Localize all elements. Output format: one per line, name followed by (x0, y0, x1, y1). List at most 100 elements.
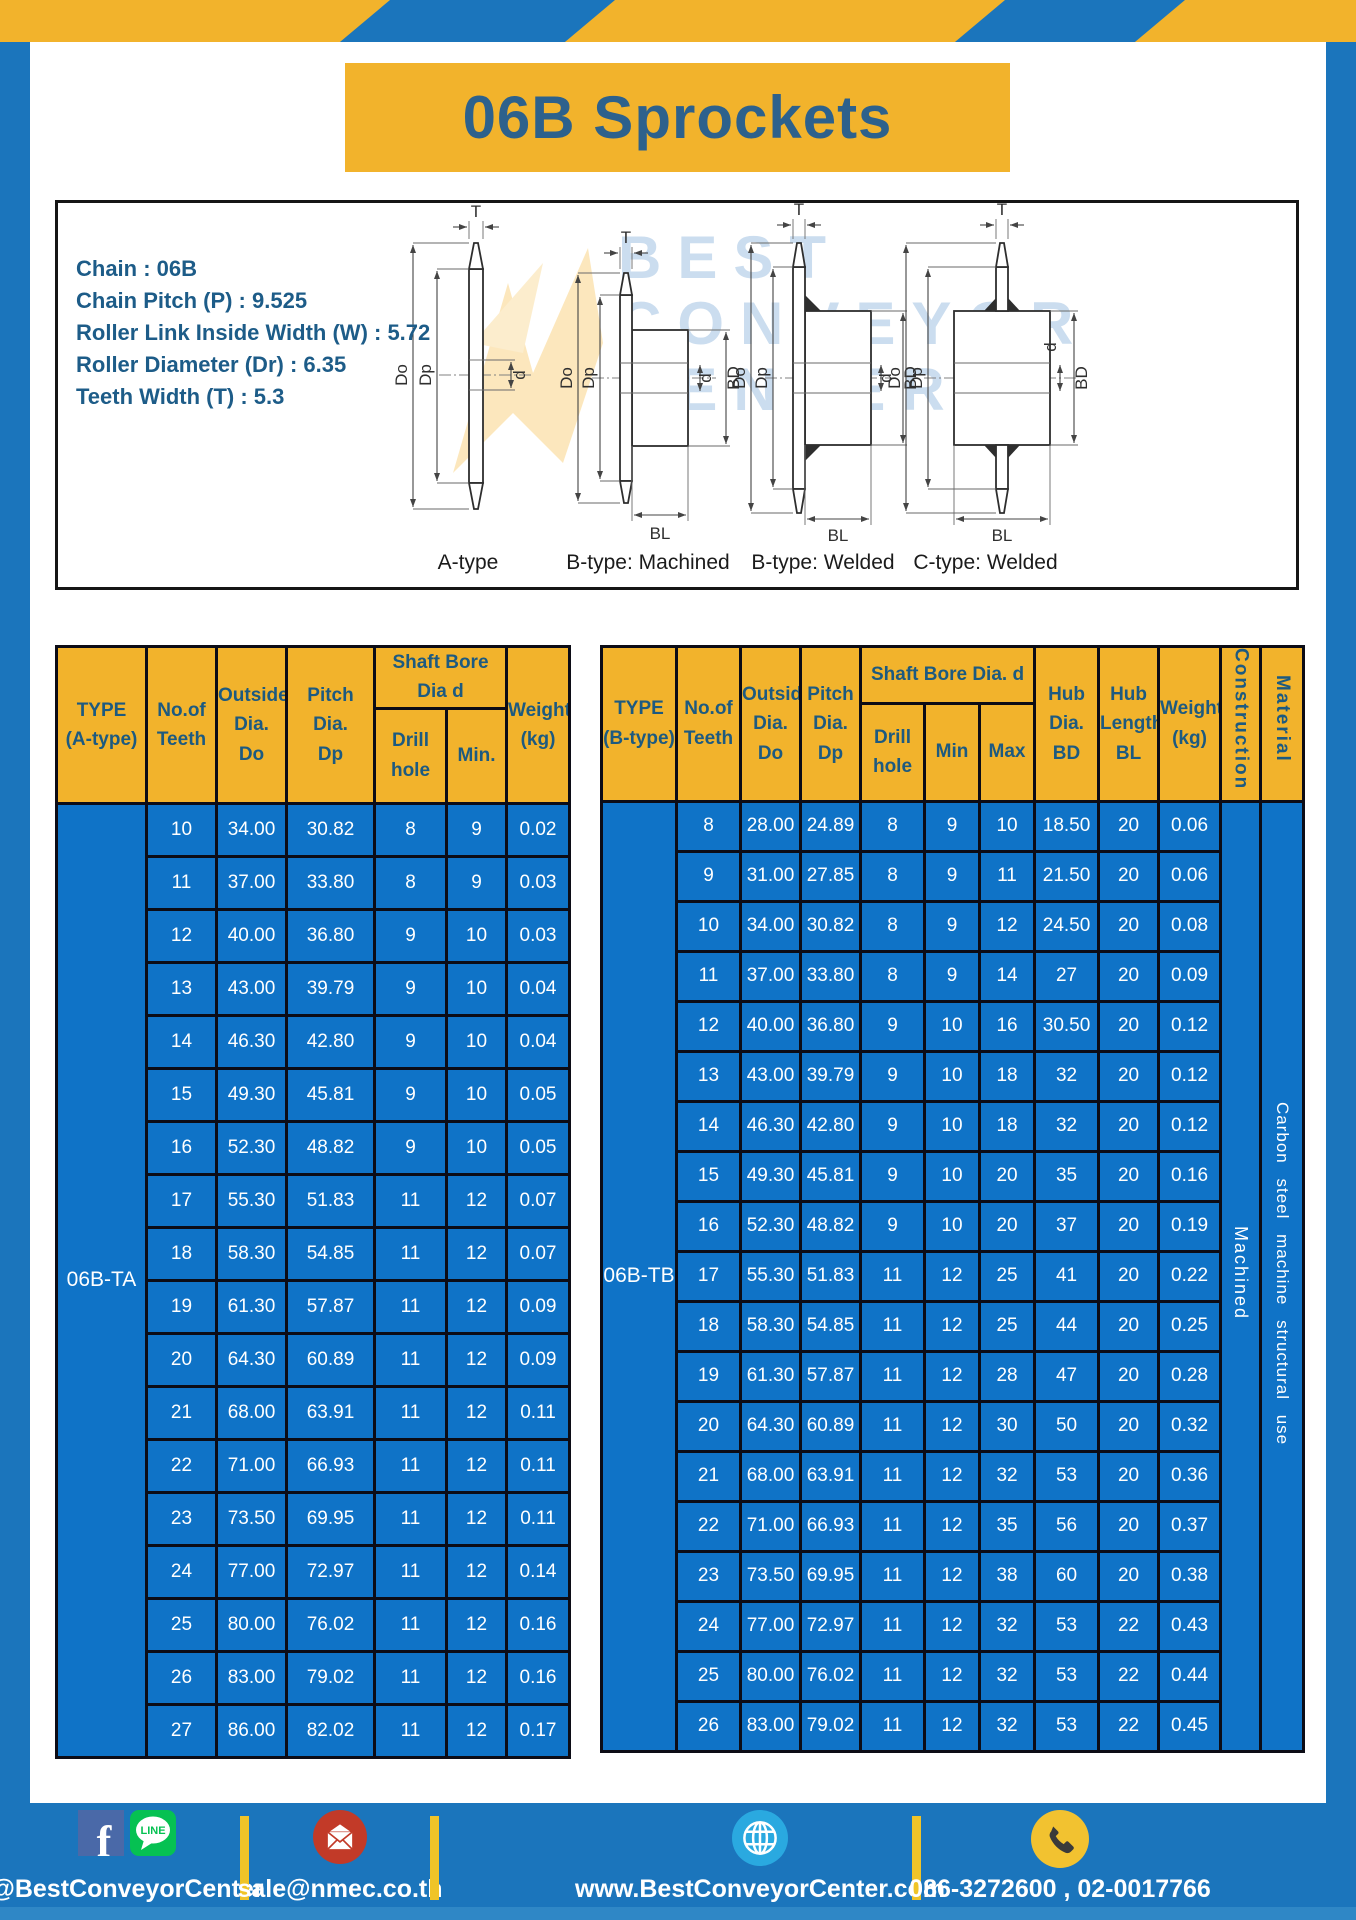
cell: 9 (859, 1099, 926, 1153)
dim-label-do: Do (730, 367, 749, 389)
header-min: Min (923, 701, 981, 803)
line-icon[interactable]: LINE (130, 1810, 176, 1856)
cell: 52.30 (215, 1119, 288, 1176)
cell: 12 (445, 1437, 508, 1494)
cell: 12 (445, 1225, 508, 1282)
dim-label-do: Do (557, 367, 576, 389)
cell: 53 (1033, 1649, 1101, 1703)
table-row: 12 40.00 36.80 9 10 0.03 (57, 907, 571, 964)
cell: 15 (145, 1066, 218, 1123)
cell: 10 (923, 1149, 981, 1203)
cell: 52.30 (739, 1199, 802, 1253)
cell: 12 (923, 1449, 981, 1503)
table-row: 13 43.00 39.79 9 10 18 32 20 0.12 (602, 1049, 1304, 1103)
email-icon[interactable] (313, 1810, 367, 1864)
cell: 12 (445, 1172, 508, 1229)
cell: 10 (923, 1199, 981, 1253)
facebook-icon[interactable]: f (78, 1810, 124, 1856)
cell: 9 (859, 999, 926, 1053)
header-material: Material (1259, 645, 1306, 803)
cell: 32 (977, 1599, 1037, 1653)
cell: 20 (1097, 1399, 1161, 1453)
cell: 13 (145, 960, 218, 1017)
cell: 0.09 (505, 1331, 571, 1388)
cell: 12 (923, 1349, 981, 1403)
cell: 22 (1097, 1699, 1161, 1753)
cell: 8 (675, 799, 742, 853)
header-hub-length: Hub Length BL (1097, 645, 1161, 803)
table-row: 26 83.00 79.02 11 12 0.16 (57, 1649, 571, 1706)
table-row: 22 71.00 66.93 11 12 0.11 (57, 1437, 571, 1494)
cell: 51.83 (799, 1249, 862, 1303)
cell: 22 (1097, 1649, 1161, 1703)
cell: 60.89 (799, 1399, 862, 1453)
cell: 22 (675, 1499, 742, 1553)
cell: 48.82 (799, 1199, 862, 1253)
cell: 83.00 (739, 1699, 802, 1753)
cell: 11 (859, 1699, 926, 1753)
phone-icon[interactable] (1031, 1810, 1089, 1868)
table-row: 14 46.30 42.80 9 10 18 32 20 0.12 (602, 1099, 1304, 1153)
cell: 64.30 (215, 1331, 288, 1388)
header-weight: Weight (kg) (505, 645, 571, 805)
cell: 9 (373, 1119, 448, 1176)
footer-phones[interactable]: 086-3272600 , 02-0017766 (909, 1875, 1211, 1903)
dim-label-do: Do (885, 367, 904, 389)
cell: 12 (445, 1278, 508, 1335)
table-row: 16 52.30 48.82 9 10 20 37 20 0.19 (602, 1199, 1304, 1253)
dim-label-bl: BL (992, 526, 1013, 545)
table-row: 22 71.00 66.93 11 12 35 56 20 0.37 (602, 1499, 1304, 1553)
cell: 11 (373, 1596, 448, 1653)
page-title-banner: 06B Sprockets (345, 63, 1010, 172)
table-b-type: TYPE (B-type) No.of Teeth Outside Dia. D… (600, 645, 1306, 1753)
cell: 33.80 (799, 949, 862, 1003)
cell: 0.06 (1157, 799, 1223, 853)
cell: 43.00 (739, 1049, 802, 1103)
cell: 20 (1097, 1299, 1161, 1353)
cell: 36.80 (285, 907, 376, 964)
cell: 38 (977, 1549, 1037, 1603)
cell: 9 (675, 849, 742, 903)
footer-website[interactable]: www.BestConveyorCenter.com (575, 1875, 946, 1903)
dim-label-bd: BD (1072, 366, 1091, 390)
cell: 16 (145, 1119, 218, 1176)
dim-label-d: d (1041, 342, 1060, 351)
cell: 21 (145, 1384, 218, 1441)
table-row: 21 68.00 63.91 11 12 32 53 20 0.36 (602, 1449, 1304, 1503)
table-row: 11 37.00 33.80 8 9 0.03 (57, 854, 571, 911)
cell: 12 (445, 1596, 508, 1653)
cell: 18.50 (1033, 799, 1101, 853)
cell: 0.07 (505, 1225, 571, 1282)
cell: 12 (445, 1490, 508, 1547)
table-a-type: TYPE (A-type) No.of Teeth Outside Dia. D… (55, 645, 571, 1759)
dim-label-d: d (876, 373, 895, 382)
cell: 66.93 (799, 1499, 862, 1553)
b-type-machined-diagram: Do Dp T d BD BL (557, 228, 743, 543)
cell: 32 (977, 1449, 1037, 1503)
cell: 61.30 (739, 1349, 802, 1403)
type-label-cell: 06B-TA (55, 801, 148, 1759)
cell: 11 (373, 1225, 448, 1282)
cell: 18 (977, 1099, 1037, 1153)
cell: 76.02 (285, 1596, 376, 1653)
cell: 73.50 (739, 1549, 802, 1603)
header-type: TYPE (B-type) (600, 645, 678, 803)
cell: 9 (445, 854, 508, 911)
cell: 20 (1097, 1449, 1161, 1503)
cell: 27 (145, 1702, 218, 1759)
cell: 0.44 (1157, 1649, 1223, 1703)
cell: 15 (675, 1149, 742, 1203)
cell: 10 (145, 801, 218, 858)
cell: 60 (1033, 1549, 1101, 1603)
table-row: 11 37.00 33.80 8 9 14 27 20 0.09 (602, 949, 1304, 1003)
cell: 71.00 (215, 1437, 288, 1494)
footer-email[interactable]: sale@nmec.co.th (237, 1875, 443, 1903)
footer-social-handle[interactable]: @BestConveyorCenter (0, 1875, 264, 1903)
header-shaft-bore: Shaft Bore Dia d (373, 645, 508, 710)
header-construction: Construction (1219, 645, 1263, 803)
cell: 26 (675, 1699, 742, 1753)
cell: 18 (977, 1049, 1037, 1103)
cell: 22 (145, 1437, 218, 1494)
globe-icon[interactable] (732, 1810, 788, 1866)
cell: 8 (859, 799, 926, 853)
